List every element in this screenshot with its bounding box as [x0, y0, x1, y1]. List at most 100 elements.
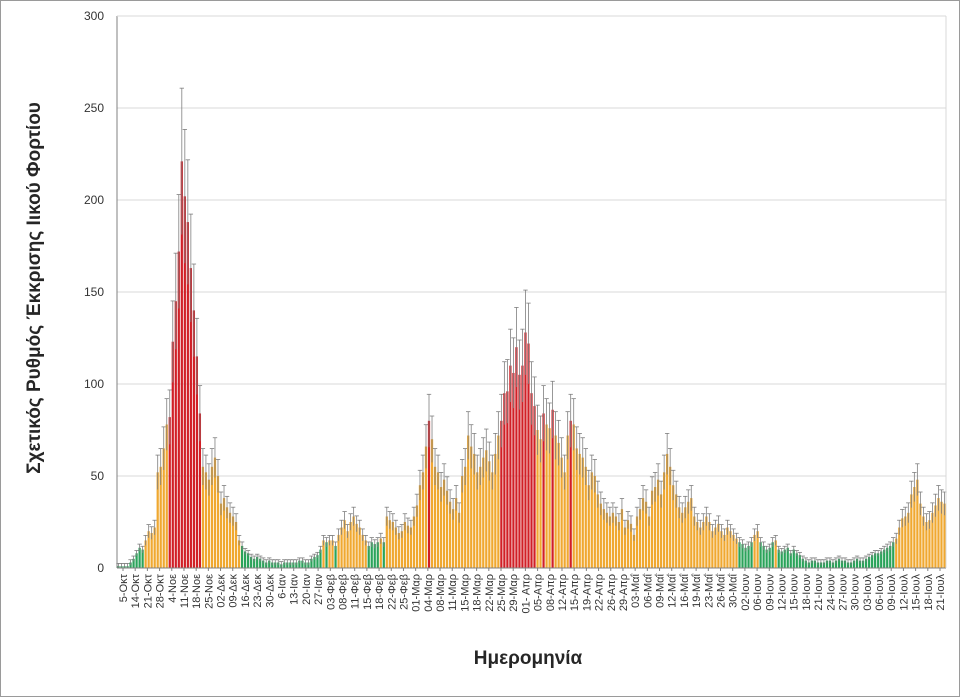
bar	[690, 498, 693, 568]
bar	[834, 560, 838, 568]
x-tick-label: 21-Οκτ	[142, 573, 154, 608]
bar	[825, 560, 829, 568]
bar	[762, 545, 765, 568]
bar	[207, 479, 211, 568]
bar	[379, 538, 382, 568]
bar	[343, 520, 346, 568]
bar	[331, 540, 334, 568]
bar	[858, 560, 862, 568]
bar	[744, 547, 747, 568]
x-tick-label: 28-Οκτ	[155, 573, 167, 608]
bar	[262, 560, 265, 568]
bar	[792, 549, 795, 568]
bar	[397, 533, 400, 568]
x-tick-label: 12-Απρ	[557, 574, 569, 611]
bar	[240, 545, 244, 568]
x-tick-label: 16-Δεκ	[240, 574, 252, 608]
x-tick-label: 18-Ιουλ	[923, 574, 935, 611]
bar	[406, 525, 410, 568]
x-tick-label: 02-Δεκ	[216, 574, 228, 608]
bar	[198, 413, 202, 568]
bar	[855, 558, 859, 568]
bar	[629, 523, 633, 568]
bar	[871, 555, 874, 568]
bar	[569, 420, 572, 568]
bar	[527, 343, 530, 568]
bar	[412, 516, 416, 568]
bar	[635, 516, 639, 568]
bar	[864, 558, 868, 568]
bar	[919, 503, 922, 568]
bar	[213, 457, 217, 568]
bar	[473, 453, 476, 568]
bar	[813, 560, 816, 568]
x-tick-label: 21-Ιουλ	[935, 574, 947, 611]
bar	[433, 466, 437, 568]
bar	[705, 516, 708, 568]
bar	[548, 428, 551, 568]
x-tick-label: 22-Φεβ	[386, 574, 398, 610]
bar	[237, 540, 241, 568]
bar	[132, 558, 135, 568]
x-tick-label: 09-Ιουν	[764, 574, 776, 611]
bar	[250, 556, 253, 568]
bar	[774, 540, 777, 568]
bar	[225, 507, 229, 568]
bar	[596, 494, 599, 568]
bar	[325, 542, 328, 568]
bar	[563, 472, 566, 568]
bar	[669, 466, 672, 568]
bar	[536, 430, 539, 568]
bar	[681, 512, 684, 568]
bar	[159, 466, 162, 568]
bar	[711, 531, 714, 568]
bar	[840, 560, 844, 568]
bar	[436, 472, 440, 568]
x-tick-label: 30-Ιουν	[850, 574, 862, 611]
bar	[364, 540, 367, 568]
x-tick-label: 08-Απρ	[545, 574, 557, 611]
bar	[298, 560, 301, 568]
bar	[560, 457, 563, 568]
bar	[219, 503, 223, 568]
bar	[144, 540, 147, 568]
bar	[234, 522, 238, 568]
bar	[566, 435, 569, 568]
x-tick-label: 11-Φεβ	[350, 574, 362, 609]
bar	[684, 507, 687, 568]
bar	[138, 547, 141, 568]
bar	[455, 498, 458, 568]
bar	[861, 560, 865, 568]
x-tick-label: 15-Μαρ	[459, 574, 471, 612]
bar	[925, 522, 928, 568]
bar	[726, 527, 729, 568]
x-tick-label: 4-Νοε	[167, 574, 179, 603]
bar	[747, 545, 750, 568]
bar	[720, 531, 723, 568]
bar	[750, 542, 753, 568]
x-tick-label: 15-Φεβ	[362, 574, 374, 610]
bar	[729, 531, 732, 568]
bar	[337, 534, 340, 568]
bar	[666, 453, 669, 568]
bar	[937, 498, 940, 568]
bar	[409, 527, 413, 568]
x-tick-label: 30-Δεκ	[264, 574, 276, 608]
bar	[904, 516, 907, 568]
bar	[515, 347, 518, 568]
bar	[759, 542, 762, 568]
bar	[494, 453, 497, 568]
x-tick-label: 03-Ιουλ	[862, 574, 874, 611]
bar	[301, 560, 304, 568]
bar	[672, 485, 675, 568]
x-tick-label: 14-Οκτ	[130, 573, 142, 608]
bar	[798, 555, 801, 568]
x-tick-label: 19-Μαΐ	[691, 573, 703, 607]
bar	[171, 341, 174, 568]
bar	[880, 551, 883, 568]
bar	[430, 439, 434, 568]
bar	[355, 523, 358, 568]
x-tick-label: 02-Ιουν	[740, 574, 752, 611]
y-tick-label: 0	[97, 561, 104, 575]
x-tick-label: 03-Μαΐ	[630, 573, 642, 607]
